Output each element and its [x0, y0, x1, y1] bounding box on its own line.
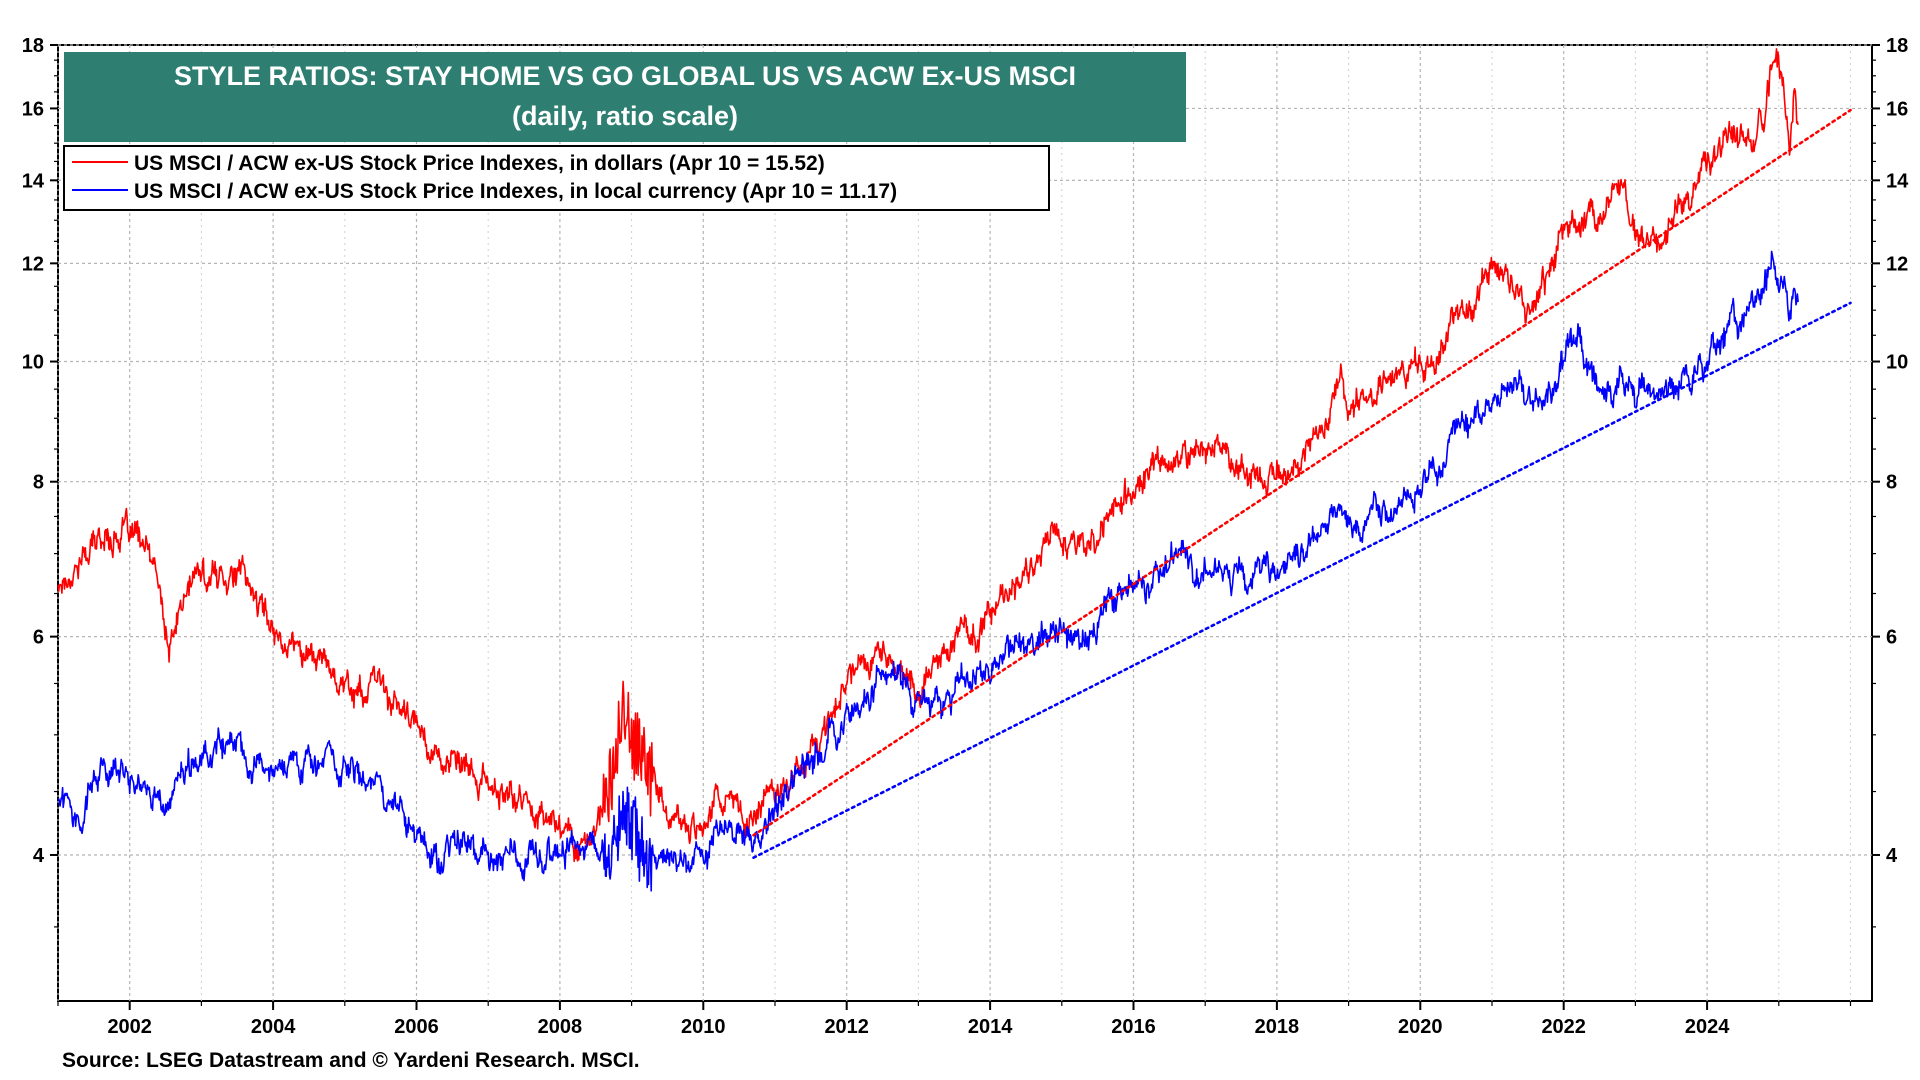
legend: US MSCI / ACW ex-US Stock Price Indexes,… — [63, 145, 1050, 211]
y-tick-label-right: 12 — [1886, 253, 1908, 275]
y-tick-label-left: 16 — [22, 98, 44, 120]
y-tick-label-left: 12 — [22, 253, 44, 275]
x-tick-label: 2016 — [1111, 1016, 1156, 1038]
series-line-local-currency — [57, 250, 1799, 892]
y-tick-label-left: 6 — [33, 627, 44, 649]
y-tick-label-right: 14 — [1886, 170, 1909, 192]
axis-labels: 4 4 6 6 8 8 10 10 12 12 14 14 16 16 18 18 2002 2004 2006 20… — [22, 35, 1909, 1038]
y-tick-label-right: 8 — [1886, 472, 1897, 494]
x-tick-label: 2012 — [824, 1016, 869, 1038]
y-tick-label-left: 14 — [22, 170, 45, 192]
x-tick-label: 2024 — [1685, 1016, 1730, 1038]
series-line-dollars — [57, 48, 1799, 863]
y-tick-label-right: 16 — [1886, 98, 1908, 120]
x-tick-label: 2018 — [1255, 1016, 1300, 1038]
y-tick-label-right: 4 — [1886, 845, 1898, 867]
x-tick-label: 2008 — [538, 1016, 583, 1038]
y-tick-label-right: 18 — [1886, 35, 1908, 57]
x-tick-label: 2022 — [1541, 1016, 1586, 1038]
x-tick-label: 2020 — [1398, 1016, 1443, 1038]
legend-box — [63, 145, 1050, 211]
title-box: STYLE RATIOS: STAY HOME VS GO GLOBAL US … — [64, 52, 1186, 142]
y-tick-label-left: 8 — [33, 472, 44, 494]
y-tick-label-left: 4 — [33, 845, 45, 867]
y-tick-label-left: 18 — [22, 35, 44, 57]
y-tick-label-right: 10 — [1886, 352, 1908, 374]
trend-line-blue — [752, 301, 1852, 859]
minor-ticks — [50, 44, 1880, 1010]
legend-entry-dollars: US MSCI / ACW ex-US Stock Price Indexes,… — [134, 152, 825, 175]
series-layer — [57, 48, 1852, 892]
title-box-background — [64, 52, 1186, 142]
x-tick-label: 2014 — [968, 1016, 1013, 1038]
source-note: Source: LSEG Datastream and © Yardeni Re… — [62, 1049, 640, 1072]
legend-entry-local-currency: US MSCI / ACW ex-US Stock Price Indexes,… — [134, 180, 897, 203]
x-tick-label: 2004 — [251, 1016, 296, 1038]
chart-title: STYLE RATIOS: STAY HOME VS GO GLOBAL US … — [174, 61, 1076, 91]
y-tick-label-left: 10 — [22, 352, 44, 374]
x-tick-label: 2010 — [681, 1016, 726, 1038]
x-tick-label: 2002 — [107, 1016, 152, 1038]
chart-subtitle: (daily, ratio scale) — [512, 101, 738, 131]
y-tick-label-right: 6 — [1886, 627, 1897, 649]
x-tick-label: 2006 — [394, 1016, 439, 1038]
trend-line-red — [752, 108, 1852, 837]
